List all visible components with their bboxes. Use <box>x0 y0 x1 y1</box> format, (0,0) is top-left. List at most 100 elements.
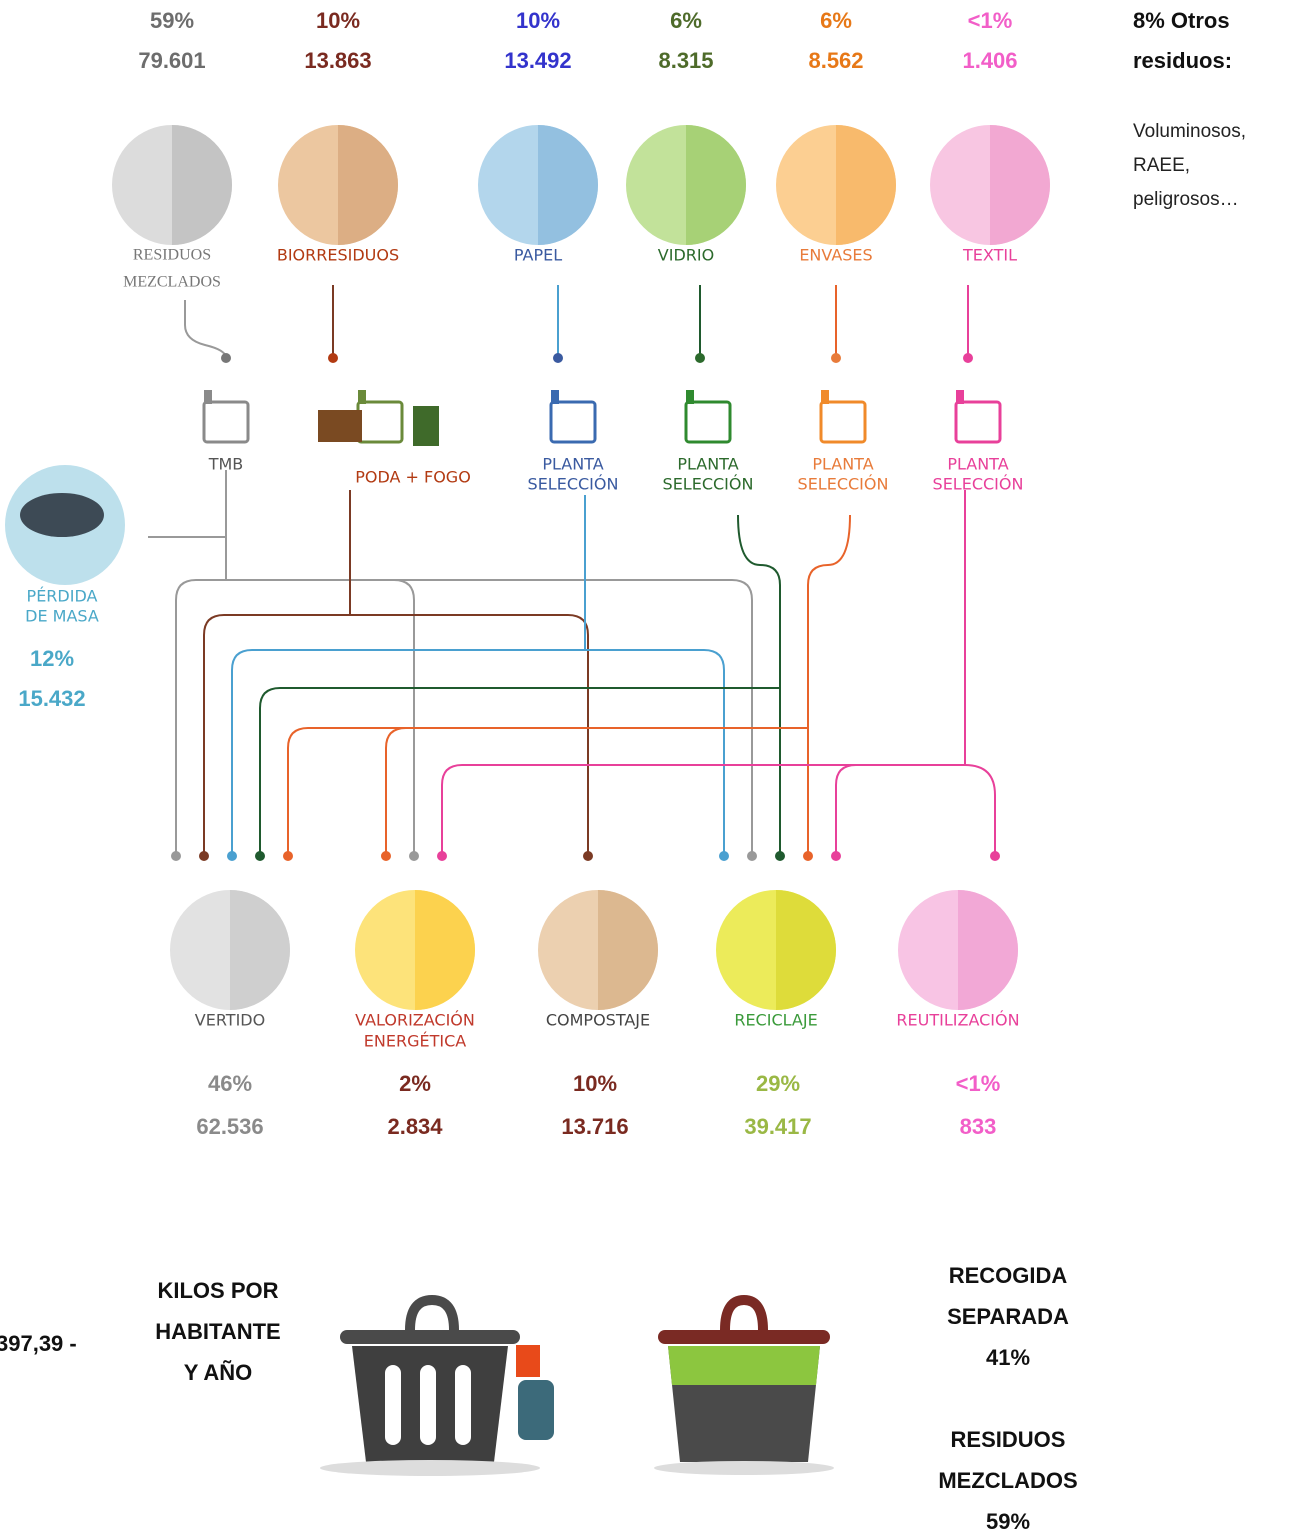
source-label: RESIDUOS <box>133 247 211 264</box>
connector-dot <box>227 851 237 861</box>
plant-label: SELECCIÓN <box>528 475 619 494</box>
shape <box>836 765 965 856</box>
shape <box>176 470 226 856</box>
infographic: 59%79.601RESIDUOSMEZCLADOSTMB10%13.863BI… <box>0 0 1314 1535</box>
connector-dot <box>803 851 813 861</box>
plant-label: SELECCIÓN <box>663 475 754 494</box>
connector-dot <box>171 851 181 861</box>
can-slot <box>385 1365 401 1445</box>
source-amount: 1.406 <box>962 48 1017 73</box>
connector-dot <box>381 851 391 861</box>
shape <box>808 515 850 856</box>
loss-amount: 15.432 <box>18 686 85 711</box>
source-label: MEZCLADOS <box>123 274 221 291</box>
destination-label: RECICLAJE <box>734 1011 817 1030</box>
can-slot <box>455 1365 471 1445</box>
other-text: peligrosos… <box>1133 189 1239 210</box>
compost-bin <box>318 410 362 442</box>
source-icon-half <box>686 125 746 245</box>
other-title: residuos: <box>1133 48 1232 73</box>
connector-dot <box>199 851 209 861</box>
source-icon-half <box>990 125 1050 245</box>
connector-dot <box>437 851 447 861</box>
shape <box>585 650 724 856</box>
plant-icon <box>956 402 1000 442</box>
separate-label: RECOGIDA <box>949 1263 1068 1288</box>
shape <box>288 728 808 856</box>
shape <box>185 300 226 358</box>
person <box>518 1380 554 1440</box>
connector-dot <box>553 353 563 363</box>
source-amount: 13.492 <box>504 48 571 73</box>
plant-icon <box>821 402 865 442</box>
can-handle <box>725 1300 763 1330</box>
source-label: BIORRESIDUOS <box>277 246 399 265</box>
source-amount: 8.562 <box>808 48 863 73</box>
plant-icon <box>204 402 248 442</box>
unit-label: KILOS POR <box>157 1278 278 1303</box>
shape <box>965 765 995 856</box>
loss-label: DE MASA <box>25 607 99 626</box>
plant-icon <box>686 402 730 442</box>
can-slot <box>420 1365 436 1445</box>
connector-dot <box>255 851 265 861</box>
plant-icon <box>551 402 595 442</box>
destination-amount: 62.536 <box>196 1114 263 1139</box>
person-head <box>516 1345 540 1377</box>
other-title: 8% Otros <box>1133 8 1230 33</box>
destination-label: VALORIZACIÓN <box>355 1011 475 1030</box>
connector-dot <box>409 851 419 861</box>
other-text: Voluminosos, <box>1133 121 1246 142</box>
plant-icon-chimney <box>821 390 829 404</box>
separate-label: SEPARADA <box>947 1304 1069 1329</box>
connector-dot <box>963 353 973 363</box>
cans <box>320 1300 834 1476</box>
destination-amount: 2.834 <box>387 1114 443 1139</box>
source-percent: 10% <box>316 8 360 33</box>
source-icon-half <box>538 125 598 245</box>
total-kilos: 397,39 - <box>0 1331 77 1356</box>
mixed-label: 59% <box>986 1509 1030 1534</box>
connector-dot <box>990 851 1000 861</box>
connector-dot <box>283 851 293 861</box>
destination-icon-half <box>230 890 290 1010</box>
plant-icon <box>358 402 402 442</box>
source-label: ENVASES <box>799 246 872 265</box>
connector-dot <box>831 851 841 861</box>
plant-icon-chimney <box>204 390 212 404</box>
destination-label: COMPOSTAJE <box>546 1011 650 1030</box>
shape <box>738 515 780 856</box>
destination-percent: 10% <box>573 1071 617 1096</box>
shape <box>442 490 965 856</box>
source-icon-half <box>836 125 896 245</box>
can-lid <box>340 1330 520 1344</box>
mixed-label: RESIDUOS <box>951 1427 1066 1452</box>
shadow <box>320 1460 540 1476</box>
connector-dot <box>747 851 757 861</box>
destination-icon-half <box>958 890 1018 1010</box>
plant-label: PLANTA <box>542 455 603 474</box>
destination-percent: 2% <box>399 1071 431 1096</box>
plant-icon-chimney <box>686 390 694 404</box>
destination-amount: 39.417 <box>744 1114 811 1139</box>
plant-label: PLANTA <box>947 455 1008 474</box>
plant-label: SELECCIÓN <box>798 475 889 494</box>
shadow <box>654 1461 834 1475</box>
can-fill <box>668 1346 820 1385</box>
loss-label: PÉRDIDA <box>27 587 98 606</box>
mixed-label: MEZCLADOS <box>938 1468 1077 1493</box>
connector-dot <box>719 851 729 861</box>
source-label: PAPEL <box>514 246 562 265</box>
unit-label: HABITANTE <box>155 1319 280 1344</box>
connector-dot <box>583 851 593 861</box>
destination-percent: 46% <box>208 1071 252 1096</box>
loss-cloud <box>20 493 104 537</box>
destination-icon-half <box>415 890 475 1010</box>
destination-amount: 13.716 <box>561 1114 628 1139</box>
unit-label: Y AÑO <box>184 1360 252 1385</box>
plant-icon-chimney <box>358 390 366 404</box>
destination-label: VERTIDO <box>195 1011 265 1030</box>
connector-dot <box>328 353 338 363</box>
separate-label: 41% <box>986 1345 1030 1370</box>
connector-dot <box>775 851 785 861</box>
